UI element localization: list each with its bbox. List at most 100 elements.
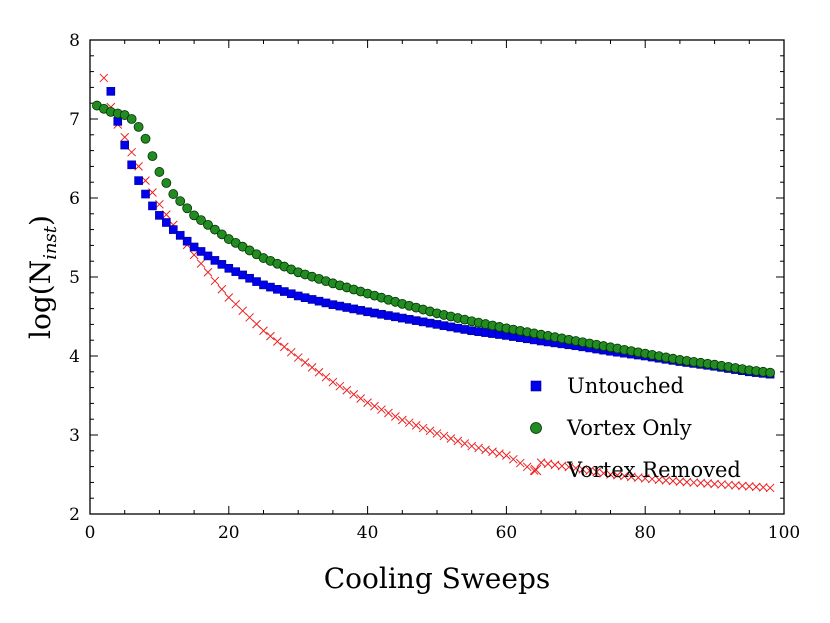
data-point-vortex-removed [675, 477, 685, 486]
data-point-vortex-removed [488, 447, 497, 457]
data-point-vortex-removed [279, 342, 289, 352]
data-point-vortex-removed [307, 363, 317, 372]
series-vortex-only [92, 100, 776, 378]
data-point-vortex-removed [245, 313, 254, 322]
data-point-vortex-removed [217, 284, 227, 294]
data-point-untouched [148, 201, 157, 211]
data-point-vortex-removed [370, 401, 379, 411]
y-tick-label: 3 [69, 426, 80, 446]
data-point-vortex-removed [578, 465, 588, 474]
data-point-vortex-removed [647, 474, 657, 484]
data-point-untouched [120, 140, 129, 150]
data-point-vortex-removed [377, 405, 386, 414]
data-point-untouched [189, 242, 199, 252]
data-point-vortex-removed [349, 390, 359, 399]
data-point-vortex-removed [335, 381, 345, 391]
data-point-vortex-removed [724, 480, 733, 490]
data-point-vortex-removed [758, 483, 768, 492]
data-point-vortex-removed [599, 468, 608, 478]
data-point-untouched [203, 251, 213, 261]
y-axis-label-close: ) [24, 215, 57, 226]
data-point-vortex-removed [425, 426, 435, 436]
data-point-vortex-removed [342, 385, 352, 395]
y-tick-label: 6 [69, 189, 80, 209]
legend-marker-vortex-only [530, 422, 542, 434]
data-point-vortex-removed [286, 347, 296, 357]
data-point-untouched [162, 218, 171, 227]
data-point-vortex-removed [522, 462, 532, 472]
data-point-vortex-removed [321, 372, 331, 382]
data-point-vortex-only [175, 196, 186, 207]
data-point-vortex-removed [689, 478, 699, 487]
axis-ticks: 0 20 40 60 80 100 2 3 4 5 6 7 8 [69, 31, 800, 543]
data-point-vortex-removed [314, 367, 324, 377]
data-point-vortex-removed [356, 394, 366, 403]
data-point-vortex-removed [397, 415, 407, 425]
x-axis-label: Cooling Sweeps [324, 562, 551, 595]
data-point-vortex-removed [474, 443, 483, 453]
data-point-vortex-removed [626, 472, 636, 482]
data-point-vortex-removed [266, 331, 275, 341]
data-point-vortex-removed [731, 481, 740, 490]
data-point-vortex-removed [391, 412, 400, 421]
data-point-untouched [196, 247, 206, 256]
data-point-vortex-removed [127, 147, 136, 157]
data-point-vortex-removed [508, 454, 518, 464]
data-point-untouched [106, 87, 116, 96]
legend-marker-vortex-removed [530, 464, 542, 476]
data-point-vortex-removed [751, 482, 761, 492]
data-point-vortex-removed [564, 462, 574, 472]
legend-label-vortex-removed: Vortex Removed [566, 458, 741, 482]
data-point-vortex-removed [717, 480, 726, 489]
legend-marker-untouched [530, 380, 542, 392]
y-tick-label: 8 [69, 31, 80, 51]
data-point-vortex-removed [640, 474, 650, 483]
y-axis-label: log(Ninst) [24, 215, 61, 339]
data-point-vortex-removed [231, 299, 241, 309]
data-point-vortex-removed [460, 439, 470, 448]
data-point-vortex-removed [439, 431, 449, 441]
data-point-vortex-removed [502, 451, 511, 460]
data-point-vortex-removed [495, 449, 504, 458]
data-point-vortex-removed [557, 461, 567, 471]
data-point-vortex-removed [606, 470, 615, 479]
data-point-vortex-removed [259, 326, 268, 336]
data-point-vortex-removed [481, 445, 490, 455]
data-point-vortex-removed [432, 429, 442, 438]
data-point-vortex-only [203, 219, 213, 230]
data-point-vortex-removed [467, 441, 477, 451]
data-point-vortex-removed [765, 483, 775, 493]
data-point-vortex-removed [363, 398, 372, 407]
y-tick-label: 7 [69, 110, 80, 130]
data-point-vortex-only [147, 151, 158, 162]
y-axis-label-subscript: inst [40, 225, 61, 260]
data-point-untouched [182, 236, 192, 246]
data-point-vortex-removed [536, 458, 546, 468]
data-point-vortex-removed [613, 470, 622, 480]
data-point-vortex-removed [384, 408, 393, 418]
data-point-vortex-removed [529, 466, 539, 475]
data-point-vortex-only [765, 367, 776, 378]
legend: Untouched Vortex Only Vortex Removed [530, 374, 741, 482]
data-point-vortex-removed [120, 132, 130, 142]
data-point-untouched [113, 117, 123, 126]
data-point-vortex-removed [300, 358, 310, 367]
data-point-vortex-only [140, 133, 151, 144]
data-point-vortex-only [189, 210, 200, 221]
data-point-vortex-removed [592, 467, 601, 477]
data-point-vortex-removed [738, 481, 747, 491]
data-point-vortex-removed [682, 477, 692, 487]
data-point-untouched [134, 176, 143, 185]
data-point-vortex-removed [585, 466, 595, 476]
y-axis-label-main: log(N [24, 260, 57, 339]
data-point-vortex-removed [633, 473, 643, 483]
data-point-vortex-only [168, 189, 179, 199]
data-point-vortex-removed [550, 460, 560, 470]
data-point-vortex-removed [668, 476, 678, 486]
data-point-vortex-only [196, 215, 206, 226]
data-point-vortex-removed [238, 306, 248, 316]
x-tick-label: 20 [218, 523, 240, 543]
data-point-vortex-only [126, 114, 137, 124]
legend-label-vortex-only: Vortex Only [566, 416, 692, 440]
